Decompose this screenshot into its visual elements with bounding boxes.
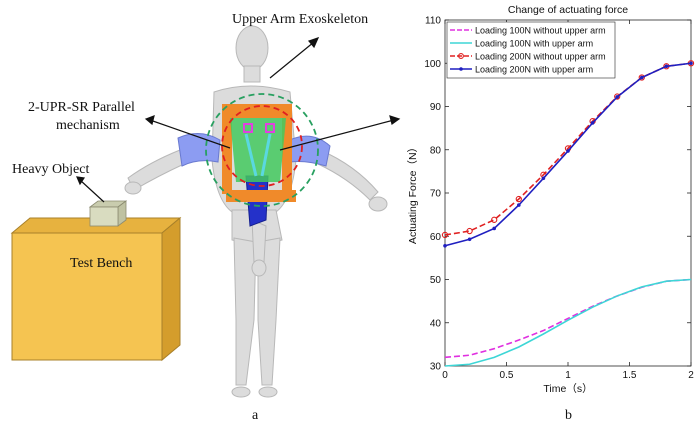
series-point-3 <box>443 243 447 248</box>
legend-marker <box>459 67 463 71</box>
heavy-object-box <box>88 200 128 227</box>
test-bench-label: Test Bench <box>70 256 133 271</box>
y-tick-label: 80 <box>430 145 442 156</box>
actuating-force-chart: Change of actuating force 0 0.5 1 1.5 2 30 40 5… <box>407 4 695 395</box>
series-point-2 <box>466 227 473 235</box>
series-point-3 <box>640 75 644 80</box>
mechanism-inner-circle <box>221 105 303 187</box>
exoskeleton-frame <box>222 104 296 202</box>
panel-label-a: a <box>252 408 259 423</box>
mechanism-outer-circle <box>205 93 319 207</box>
series-point-2 <box>515 195 522 203</box>
y-tick-label: 90 <box>430 102 442 113</box>
series-point-3 <box>541 176 546 181</box>
y-axis-label: Actuating Force（N） <box>407 142 419 244</box>
chart-legend: Loading 100N without upper arm Loading 10… <box>446 21 616 79</box>
legend-entry-1: Loading 100N with upper arm <box>475 39 593 49</box>
y-tick-label: 60 <box>430 232 442 243</box>
x-tick-label: 2 <box>688 370 694 381</box>
panel-label-b: b <box>565 408 572 423</box>
x-tick-label: 1 <box>565 370 571 381</box>
series-point-2 <box>491 216 498 223</box>
y-tick-label: 50 <box>430 275 442 286</box>
x-axis-label: Time（s） <box>543 383 592 395</box>
series-point-2 <box>441 231 449 239</box>
mechanism-label-line2: mechanism <box>56 118 120 133</box>
y-tick-label: 70 <box>430 189 442 200</box>
series-point-3 <box>517 203 521 207</box>
pointer-arrows <box>76 37 401 203</box>
series-point-3 <box>566 149 570 153</box>
series-line-1 <box>444 278 692 367</box>
heavy-object-label: Heavy Object <box>12 162 90 177</box>
legend-entry-2: Loading 200N without upper arm <box>475 52 606 62</box>
x-tick-label: 1.5 <box>623 370 637 381</box>
series-point-3 <box>664 64 669 69</box>
upper-arm-exoskeleton-label: Upper Arm Exoskeleton <box>232 12 369 27</box>
series-point-2 <box>614 93 621 100</box>
axis-ticks: 0 0.5 1 1.5 2 30 40 50 60 70 80 90 100 110 <box>424 16 694 382</box>
upper-arm-sleeves <box>177 133 331 227</box>
test-bench <box>10 216 182 362</box>
y-tick-label: 30 <box>430 362 442 373</box>
chart-title: Change of actuating force <box>508 4 628 16</box>
y-tick-label: 110 <box>425 16 441 27</box>
series-lines <box>441 60 695 367</box>
exoskeleton-illustration <box>10 25 401 398</box>
x-tick-label: 0 <box>442 370 448 381</box>
y-tick-label: 100 <box>424 59 441 70</box>
series-point-2 <box>638 74 645 81</box>
legend-entry-0: Loading 100N without upper arm <box>475 26 606 36</box>
series-point-3 <box>615 95 619 99</box>
y-tick-label: 40 <box>430 318 442 329</box>
x-tick-label: 0.5 <box>500 370 514 381</box>
legend-entry-3: Loading 200N with upper arm <box>475 65 593 75</box>
series-point-3 <box>492 226 496 231</box>
legend-marker <box>458 53 464 59</box>
mechanism-label-line1: 2-UPR-SR Parallel <box>28 100 135 115</box>
series-point-3 <box>467 237 472 242</box>
series-point-3 <box>689 61 693 66</box>
series-point-3 <box>590 121 595 125</box>
